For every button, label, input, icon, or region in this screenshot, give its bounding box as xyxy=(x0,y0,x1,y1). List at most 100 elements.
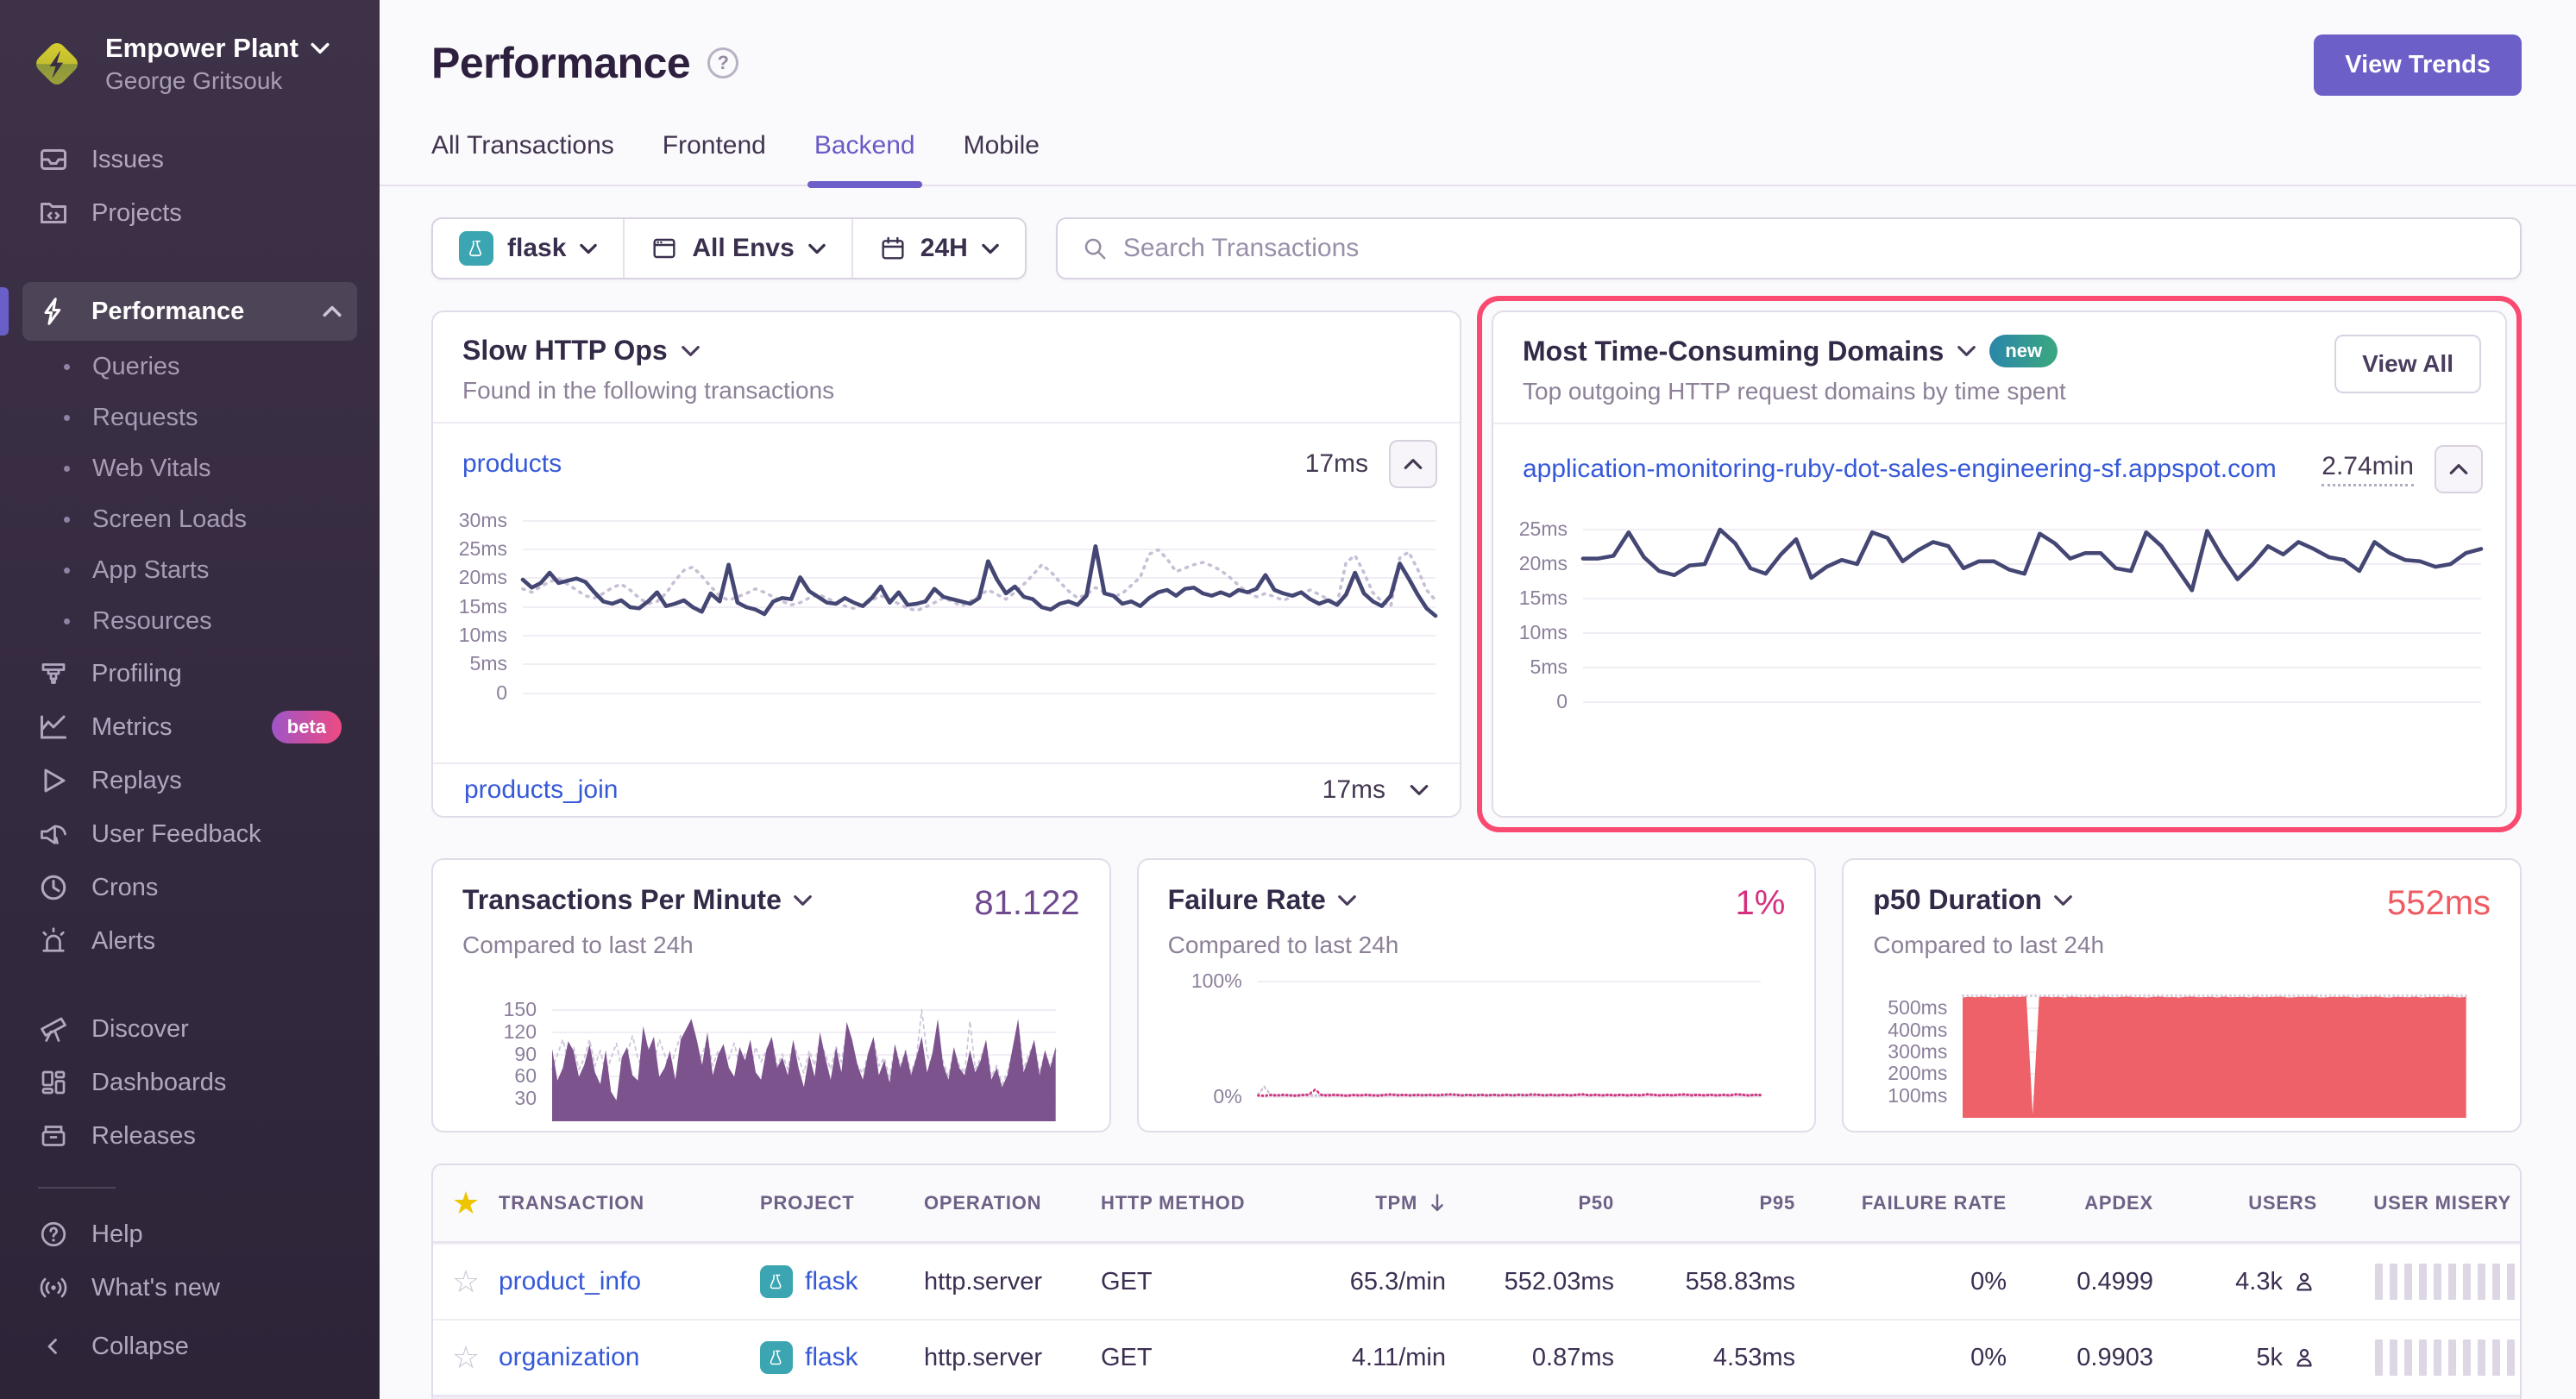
sidebar-item-crons[interactable]: Crons xyxy=(22,862,357,913)
failure-rate-subtitle: Compared to last 24h xyxy=(1168,932,1786,959)
sidebar-item-profiling[interactable]: Profiling xyxy=(22,648,357,700)
col-failure-rate[interactable]: FAILURE RATE xyxy=(1795,1192,2007,1214)
chevron-down-icon xyxy=(580,243,597,254)
sidebar-item-user-feedback[interactable]: User Feedback xyxy=(22,808,357,860)
chevron-down-icon xyxy=(808,243,826,254)
collapse-toggle-button[interactable] xyxy=(2435,445,2483,493)
sidebar: Empower Plant George Gritsouk Issues Pro… xyxy=(0,0,380,1399)
domain-time-spent[interactable]: 2.74min xyxy=(2322,452,2414,486)
tpm-card: Transactions Per Minute 81.122 Compared … xyxy=(431,858,1111,1132)
transaction-duration: 17ms xyxy=(1305,449,1368,479)
col-p50[interactable]: P50 xyxy=(1446,1192,1614,1214)
chevron-down-icon[interactable] xyxy=(1338,894,1356,907)
new-badge: new xyxy=(1989,335,2058,367)
col-user-misery[interactable]: USER MISERY xyxy=(2317,1192,2520,1214)
org-user: George Gritsouk xyxy=(105,67,330,95)
p50-title: p50 Duration xyxy=(1873,884,2042,916)
widget-row-metrics: Transactions Per Minute 81.122 Compared … xyxy=(431,858,2522,1132)
project-link[interactable]: flask xyxy=(805,1343,858,1372)
tab-bar: All Transactions Frontend Backend Mobile xyxy=(431,131,2522,185)
transaction-link-products-join[interactable]: products_join xyxy=(464,775,618,805)
user-misery-bars xyxy=(2317,1339,2520,1376)
tab-frontend[interactable]: Frontend xyxy=(663,131,766,185)
collapse-section-icon[interactable] xyxy=(323,305,342,317)
chevron-down-icon[interactable] xyxy=(1957,345,1976,357)
environment-filter[interactable]: All Envs xyxy=(623,219,851,278)
failure-rate-cell: 0% xyxy=(1795,1268,2007,1296)
transaction-duration: 17ms xyxy=(1323,775,1385,805)
sidebar-item-requests[interactable]: Requests xyxy=(22,392,357,443)
tpm-subtitle: Compared to last 24h xyxy=(462,932,1080,959)
sidebar-item-alerts[interactable]: Alerts xyxy=(22,915,357,967)
megaphone-icon xyxy=(38,819,69,850)
sidebar-item-replays[interactable]: Replays xyxy=(22,755,357,806)
sidebar-item-web-vitals[interactable]: Web Vitals xyxy=(22,443,357,494)
domains-title: Most Time-Consuming Domains xyxy=(1523,336,1944,367)
p95-cell: 558.83ms xyxy=(1614,1268,1795,1296)
org-switcher[interactable]: Empower Plant George Gritsouk xyxy=(28,33,352,95)
slow-http-ops-subtitle: Found in the following transactions xyxy=(462,377,1430,405)
view-trends-button[interactable]: View Trends xyxy=(2314,35,2522,96)
profiling-icon xyxy=(38,658,69,689)
col-project[interactable]: PROJECT xyxy=(760,1192,924,1214)
col-users[interactable]: USERS xyxy=(2153,1192,2317,1214)
chevron-down-icon[interactable] xyxy=(2054,894,2072,907)
col-tpm[interactable]: TPM xyxy=(1286,1192,1446,1214)
sidebar-item-releases[interactable]: Releases xyxy=(22,1110,357,1162)
expand-toggle-button[interactable] xyxy=(1410,784,1429,796)
operation-cell: http.server xyxy=(924,1344,1101,1372)
tab-backend[interactable]: Backend xyxy=(814,131,915,185)
chevron-down-icon[interactable] xyxy=(794,894,812,907)
star-outline-icon[interactable]: ☆ xyxy=(433,1264,499,1300)
sidebar-item-resources[interactable]: Resources xyxy=(22,596,357,647)
col-transaction[interactable]: TRANSACTION xyxy=(499,1192,760,1214)
search-bar xyxy=(1056,217,2522,279)
sidebar-item-issues[interactable]: Issues xyxy=(22,134,357,185)
sidebar-item-help[interactable]: Help xyxy=(22,1208,357,1260)
p50-value: 552ms xyxy=(2387,884,2491,923)
sidebar-collapse-button[interactable]: Collapse xyxy=(22,1321,357,1372)
table-footer-band xyxy=(433,1395,2520,1399)
apdex-cell: 0.4999 xyxy=(2007,1268,2153,1296)
transaction-link[interactable]: product_info xyxy=(499,1267,641,1295)
col-operation[interactable]: OPERATION xyxy=(924,1192,1101,1214)
collapse-toggle-button[interactable] xyxy=(1389,440,1437,488)
user-icon xyxy=(2291,1345,2317,1371)
date-filter[interactable]: 24H xyxy=(851,219,1025,278)
col-http-method[interactable]: HTTP METHOD xyxy=(1101,1192,1286,1214)
domain-link[interactable]: application-monitoring-ruby-dot-sales-en… xyxy=(1523,455,2277,484)
project-link[interactable]: flask xyxy=(805,1267,858,1296)
tab-all-transactions[interactable]: All Transactions xyxy=(431,131,614,185)
star-icon[interactable]: ★ xyxy=(433,1185,499,1221)
transaction-link[interactable]: organization xyxy=(499,1343,639,1371)
sidebar-item-screen-loads[interactable]: Screen Loads xyxy=(22,494,357,545)
sidebar-item-app-starts[interactable]: App Starts xyxy=(22,545,357,596)
table-header-row: ★ TRANSACTION PROJECT OPERATION HTTP MET… xyxy=(433,1165,2520,1243)
transaction-link-products[interactable]: products xyxy=(462,449,562,479)
sidebar-item-performance[interactable]: Performance xyxy=(22,282,357,341)
view-all-button[interactable]: View All xyxy=(2334,335,2481,393)
sidebar-item-whats-new[interactable]: What's new xyxy=(22,1262,357,1314)
search-input[interactable] xyxy=(1123,234,2496,263)
clock-icon xyxy=(38,872,69,903)
star-outline-icon[interactable]: ☆ xyxy=(433,1339,499,1376)
chevron-down-icon[interactable] xyxy=(682,345,700,357)
project-filter[interactable]: flask xyxy=(433,219,623,278)
operation-cell: http.server xyxy=(924,1268,1101,1296)
main-area: Performance ? View Trends All Transactio… xyxy=(380,0,2576,1399)
sidebar-item-discover[interactable]: Discover xyxy=(22,1003,357,1055)
sidebar-item-queries[interactable]: Queries xyxy=(22,342,357,392)
sidebar-item-dashboards[interactable]: Dashboards xyxy=(22,1057,357,1108)
help-icon[interactable]: ? xyxy=(707,47,738,78)
sort-desc-icon xyxy=(1429,1194,1446,1213)
sidebar-item-projects[interactable]: Projects xyxy=(22,187,357,239)
tab-mobile[interactable]: Mobile xyxy=(964,131,1040,185)
col-apdex[interactable]: APDEX xyxy=(2007,1192,2153,1214)
p50-cell: 0.87ms xyxy=(1446,1344,1614,1372)
sidebar-item-metrics[interactable]: Metrics beta xyxy=(22,701,357,753)
chevron-left-icon xyxy=(38,1331,69,1362)
flask-project-icon xyxy=(760,1265,793,1298)
col-p95[interactable]: P95 xyxy=(1614,1192,1795,1214)
user-misery-bars xyxy=(2317,1264,2520,1300)
window-icon xyxy=(650,235,678,262)
